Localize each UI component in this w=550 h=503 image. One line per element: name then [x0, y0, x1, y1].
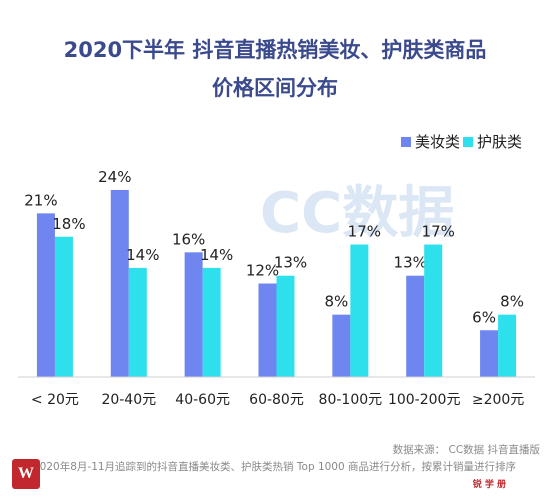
bar-label-skincare-2: 14% [126, 246, 159, 264]
legend-swatch-skincare [463, 137, 473, 147]
bar-label-skincare-5: 17% [348, 223, 381, 241]
bar-skincare-7 [498, 314, 517, 377]
footnote: 基于2020年8月-11月追踪到的抖音直播美妆类、护肤类热销 Top 1000 … [12, 461, 517, 473]
bar-label-makeup-5: 8% [324, 293, 348, 311]
bar-makeup-5 [332, 314, 351, 377]
legend-swatch-makeup [401, 137, 411, 147]
bar-makeup-3 [184, 252, 203, 377]
category-label-3: 40-60元 [175, 392, 230, 408]
category-label-7: ≥200元 [472, 392, 524, 408]
bar-label-makeup-6: 13% [394, 254, 427, 272]
bar-label-skincare-4: 13% [274, 254, 307, 272]
bar-label-makeup-3: 16% [172, 230, 205, 248]
bar-label-makeup-7: 6% [472, 308, 496, 326]
category-label-1: < 20元 [31, 392, 79, 408]
bar-label-makeup-2: 24% [98, 168, 131, 186]
logo: W [12, 459, 40, 489]
bar-makeup-6 [406, 275, 425, 377]
bar-skincare-3 [202, 267, 221, 377]
bar-label-skincare-1: 18% [52, 215, 85, 233]
bar-label-skincare-7: 8% [500, 293, 524, 311]
category-label-4: 60-80元 [249, 392, 304, 408]
legend-label-makeup: 美妆类 [415, 133, 460, 151]
category-label-2: 20-40元 [101, 392, 156, 408]
bar-skincare-5 [350, 244, 369, 377]
category-label-6: 100-200元 [388, 392, 461, 408]
chart-title-line-2: 价格区间分布 [212, 76, 338, 100]
legend: 美妆类 护肤类 [401, 133, 522, 151]
category-label-5: 80-100元 [319, 392, 383, 408]
bar-skincare-2 [128, 267, 147, 377]
bar-makeup-7 [480, 330, 499, 377]
bar-label-skincare-6: 17% [422, 223, 455, 241]
bar-label-skincare-3: 14% [200, 246, 233, 264]
data-source: 数据来源： CC数据 抖音直播版 [392, 444, 540, 456]
bar-makeup-4 [258, 283, 277, 377]
watermark: CC数据 [260, 181, 454, 246]
bar-skincare-4 [276, 275, 295, 377]
bar-skincare-6 [424, 244, 443, 377]
bar-label-makeup-4: 12% [246, 262, 279, 280]
brand-mark: 锐 学 册 [472, 480, 506, 490]
bar-label-makeup-1: 21% [24, 191, 57, 209]
bars-group: 21%18%24%14%16%14%12%13%8%17%13%17%6%8% [24, 168, 524, 377]
category-labels: < 20元 20-40元 40-60元 60-80元 80-100元 100-200元 ≥2… [31, 392, 524, 408]
bar-skincare-1 [54, 236, 73, 377]
bar-makeup-1 [36, 213, 55, 377]
legend-label-skincare: 护肤类 [477, 133, 522, 151]
bar-makeup-2 [110, 190, 129, 377]
chart-title-line-1: 2020下半年 抖音直播热销美妆、护肤类商品 [63, 38, 487, 62]
